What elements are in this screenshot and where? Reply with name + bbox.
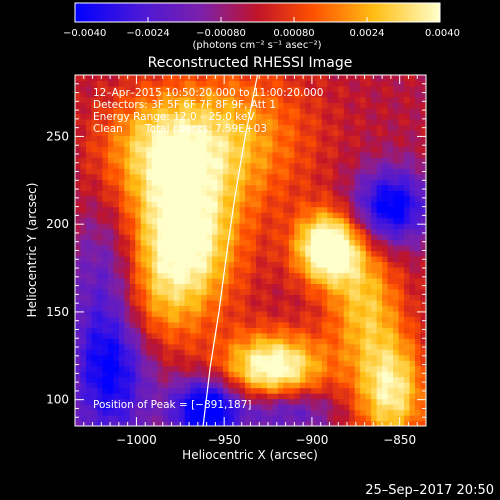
x-tick-label: −950 xyxy=(208,433,241,447)
y-tick-label: 250 xyxy=(46,129,69,143)
energy-range-label: Energy Range: 12.0 – 25.0 keV xyxy=(93,111,255,123)
axis-ticks xyxy=(74,74,427,427)
x-tick-labels: −1000 −950 −900 −850 xyxy=(116,433,416,447)
colorbar-gradient xyxy=(74,2,441,23)
y-tick-label: 100 xyxy=(46,393,69,407)
x-tick-label: −900 xyxy=(295,433,328,447)
total-counts-label: Total counts: 7.59E+03 xyxy=(144,123,267,135)
image-annotations: 12–Apr–2015 10:50:20.000 to 11:00:20.000… xyxy=(93,87,323,411)
solar-limb-line xyxy=(202,75,259,426)
colorbar-tick-label: −0.0024 xyxy=(126,28,169,39)
colorbar-tick-label: −0.00080 xyxy=(196,28,246,39)
colorbar-ticks xyxy=(74,17,441,22)
colorbar-tick-label: 0.00080 xyxy=(273,28,314,39)
heatmap-image xyxy=(75,75,426,426)
x-tick-label: −1000 xyxy=(116,433,157,447)
x-tick-label: −850 xyxy=(383,433,416,447)
generated-timestamp: 25–Sep–2017 20:50 xyxy=(365,483,494,498)
y-tick-label: 150 xyxy=(46,305,69,319)
colorbar-tick-labels: −0.0040 −0.0024 −0.00080 0.00080 0.0024 0.004… xyxy=(63,28,460,39)
colorbar-tick-label: −0.0040 xyxy=(63,28,106,39)
colorbar-tick-label: 0.0024 xyxy=(350,28,385,39)
peak-position-label: Position of Peak = [−891,187] xyxy=(93,399,252,411)
clean-method-label: Clean xyxy=(93,123,123,135)
x-axis-label: Heliocentric X (arcsec) xyxy=(182,448,318,462)
time-range-label: 12–Apr–2015 10:50:20.000 to 11:00:20.000 xyxy=(93,87,323,99)
colorbar-units: (photons cm⁻² s⁻¹ asec⁻²) xyxy=(192,40,321,51)
colorbar: −0.0040 −0.0024 −0.00080 0.00080 0.0024 0.004… xyxy=(63,2,460,51)
colorbar-tick-label: 0.0040 xyxy=(425,28,460,39)
y-axis-label: Heliocentric Y (arcsec) xyxy=(25,183,39,318)
y-tick-label: 200 xyxy=(46,217,69,231)
chart-title: Reconstructed RHESSI Image xyxy=(148,55,353,71)
detectors-label: Detectors: 3F 5F 6F 7F 8F 9F, Att 1 xyxy=(93,99,276,111)
y-tick-labels: 100 150 200 250 xyxy=(46,129,69,406)
